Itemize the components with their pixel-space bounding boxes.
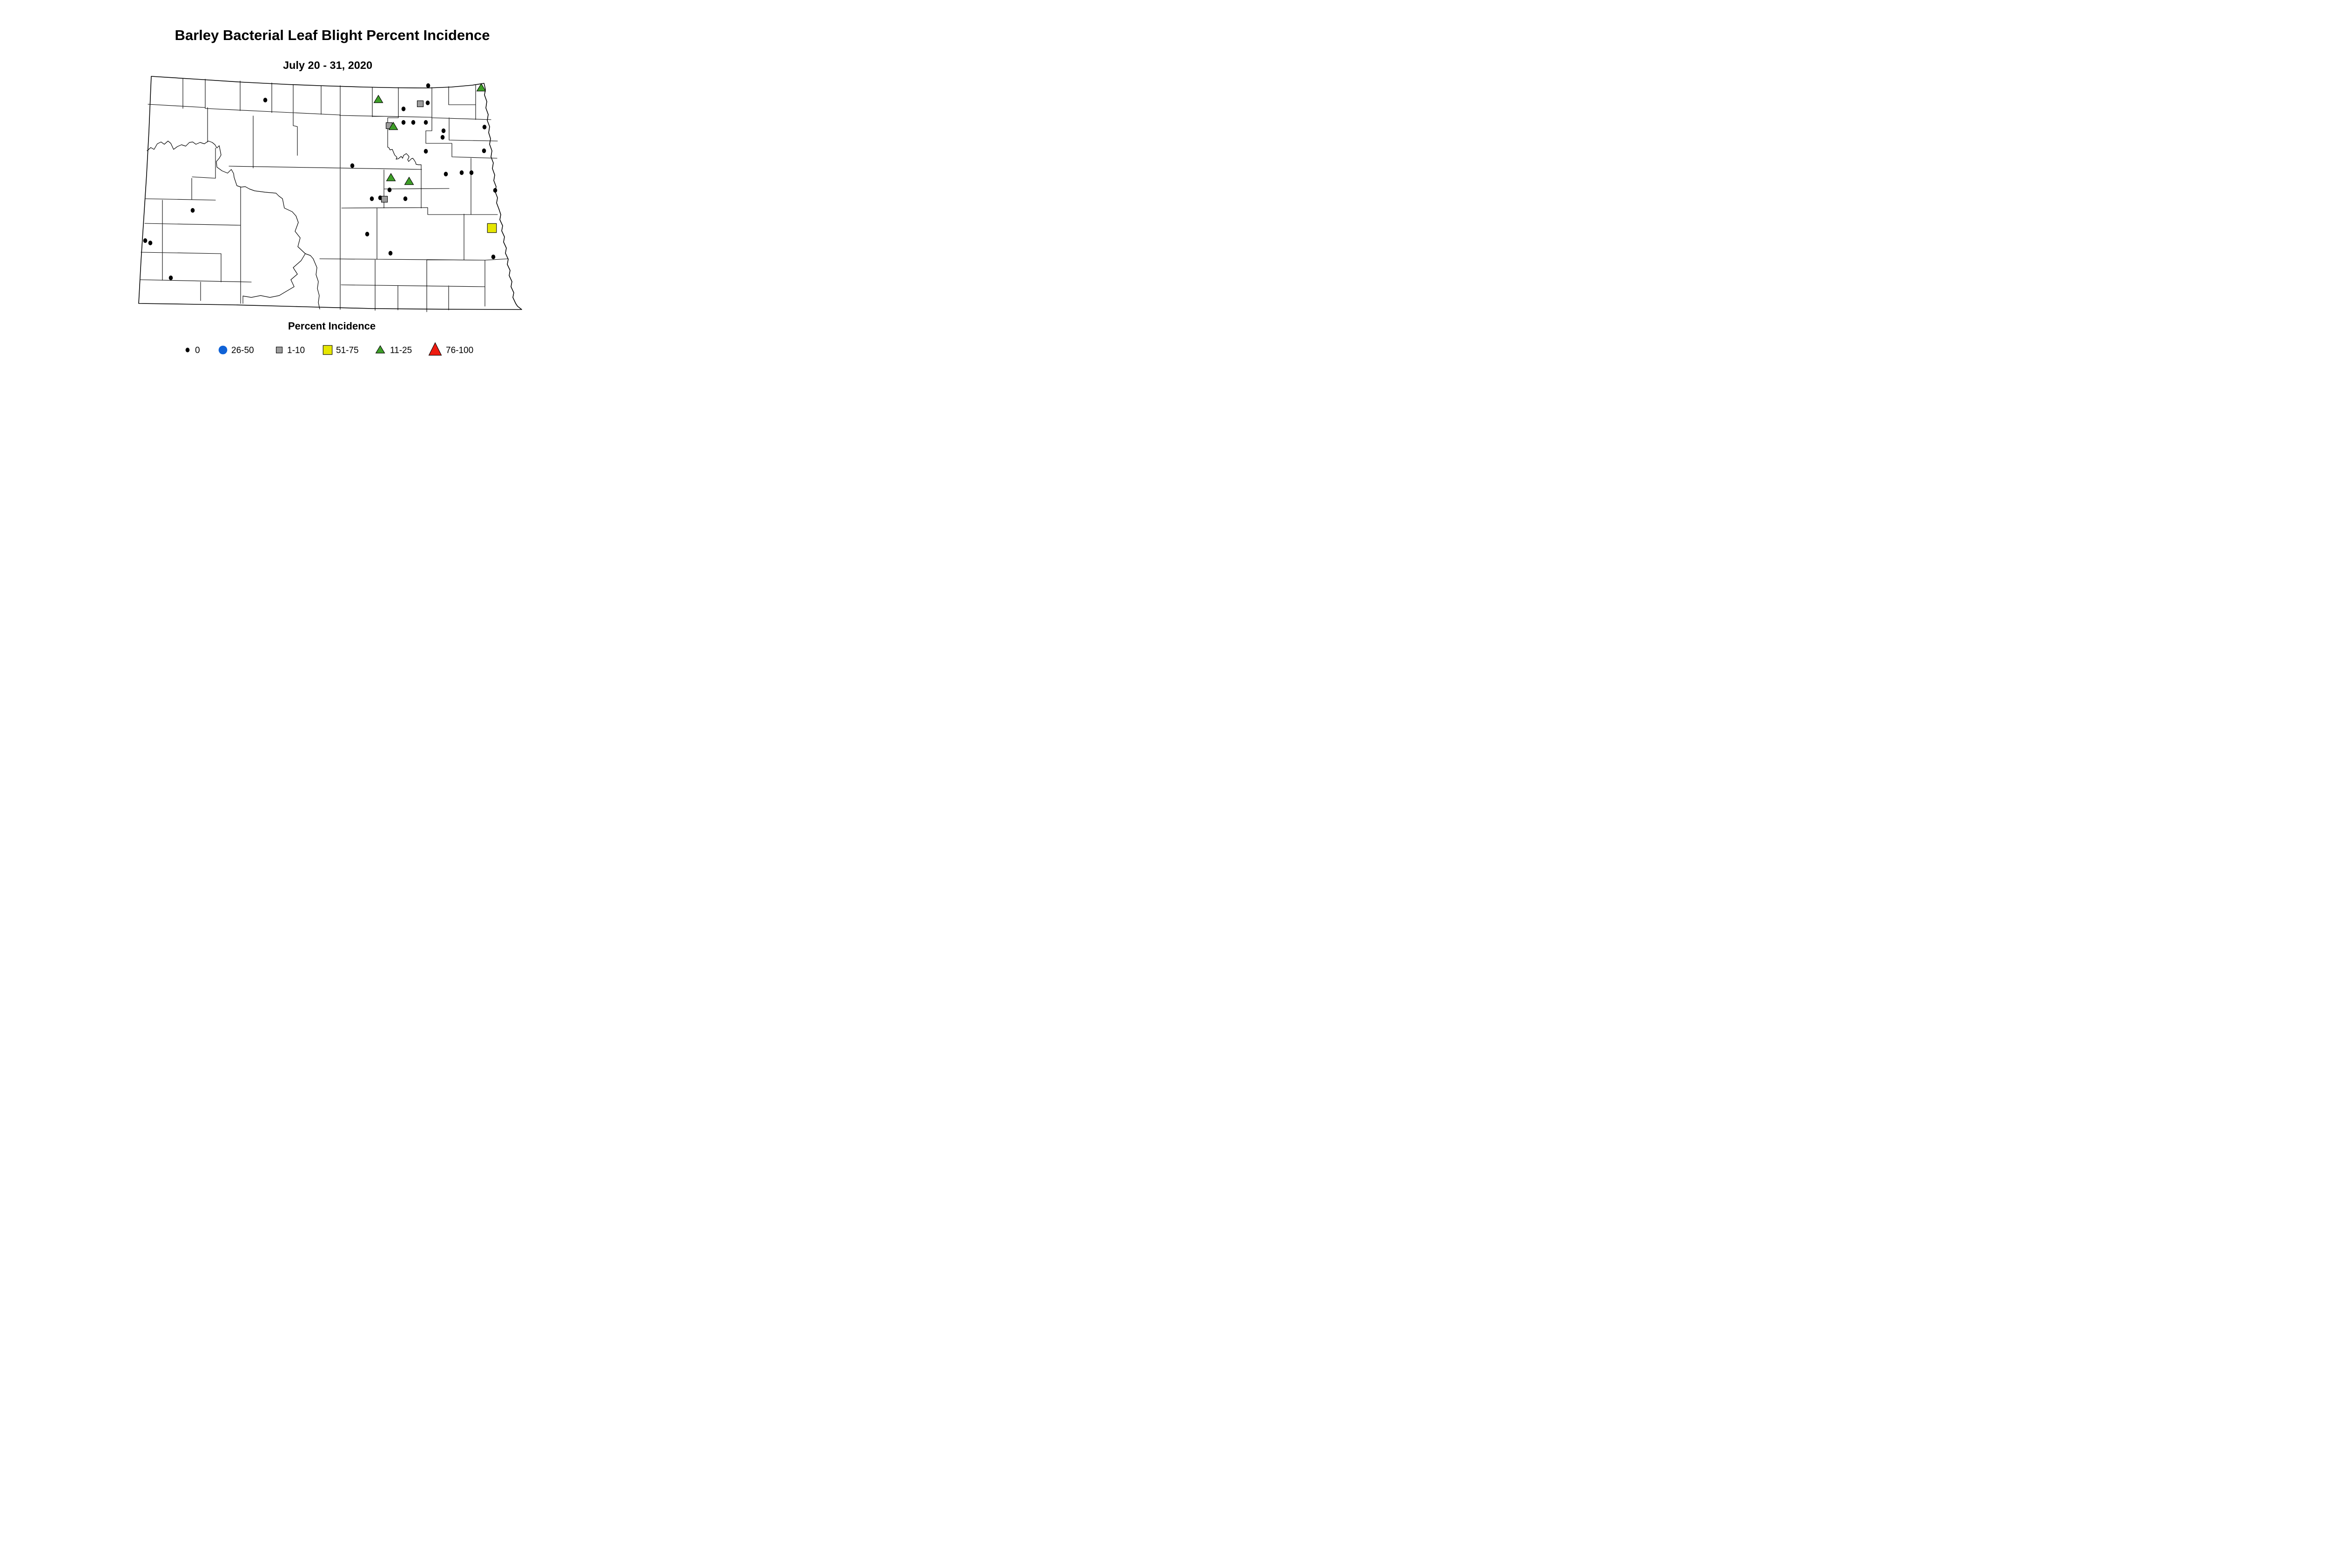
county-boundaries bbox=[140, 78, 509, 312]
marker-triangle-11-25 bbox=[388, 121, 398, 130]
marker-dot-0 bbox=[424, 149, 428, 154]
marker-circle-26-50 bbox=[218, 345, 228, 355]
marker-dot-0 bbox=[459, 170, 464, 175]
legend-item-51-75: 51-75 bbox=[323, 345, 359, 356]
legend-item-0: 0 bbox=[185, 346, 200, 356]
marker-dot-0 bbox=[370, 196, 374, 201]
page-subtitle: July 20 - 31, 2020 bbox=[283, 59, 372, 71]
legend-label: 76-100 bbox=[446, 346, 473, 356]
nd-county-map: Barley Bacterial Leaf Blight Percent Inc… bbox=[138, 27, 522, 356]
legend-items: 0 26-50 1-10 51-75 11-25 76-100 bbox=[185, 342, 473, 356]
legend: Percent Incidence 0 26-50 1-10 51-75 11-25 76… bbox=[185, 320, 473, 356]
marker-triangle-11-25 bbox=[386, 173, 396, 182]
marker-dot-0 bbox=[482, 125, 487, 129]
marker-triangle-76-100 bbox=[428, 342, 442, 356]
marker-dot-0 bbox=[350, 163, 355, 168]
marker-dot-0 bbox=[424, 120, 428, 125]
marker-dot-0 bbox=[426, 83, 430, 88]
legend-item-76-100: 76-100 bbox=[428, 342, 473, 356]
marker-dot-0 bbox=[491, 255, 496, 259]
legend-item-26-50: 26-50 bbox=[218, 345, 254, 356]
legend-item-1-10: 1-10 bbox=[276, 346, 305, 356]
marker-dot-0 bbox=[444, 172, 448, 176]
marker-dot-0 bbox=[425, 101, 430, 105]
marker-dot-0 bbox=[143, 238, 148, 243]
marker-triangle-11-25 bbox=[375, 345, 385, 354]
marker-square-51-75 bbox=[487, 223, 497, 233]
legend-label: 1-10 bbox=[287, 346, 305, 356]
marker-square-1-10 bbox=[381, 195, 388, 203]
legend-label: 51-75 bbox=[336, 346, 359, 356]
state-outline bbox=[138, 76, 522, 310]
marker-square-1-10 bbox=[276, 346, 283, 354]
marker-dot-0 bbox=[168, 276, 173, 280]
marker-dot-0 bbox=[365, 232, 370, 236]
marker-dot-0 bbox=[411, 120, 416, 125]
marker-dot-0 bbox=[482, 148, 486, 153]
marker-square-1-10 bbox=[417, 100, 424, 108]
page-title: Barley Bacterial Leaf Blight Percent Inc… bbox=[175, 27, 490, 43]
marker-dot-0 bbox=[190, 208, 195, 213]
marker-square-51-75 bbox=[323, 345, 333, 355]
legend-label: 11-25 bbox=[390, 346, 412, 356]
marker-dot-0 bbox=[469, 170, 474, 175]
marker-dot-0 bbox=[185, 348, 190, 352]
legend-item-11-25: 11-25 bbox=[375, 345, 412, 356]
marker-dot-0 bbox=[401, 120, 406, 125]
marker-dot-0 bbox=[387, 188, 392, 192]
marker-dot-0 bbox=[388, 251, 393, 256]
marker-dot-0 bbox=[403, 196, 408, 201]
marker-triangle-11-25 bbox=[373, 94, 383, 103]
marker-triangle-11-25 bbox=[404, 176, 414, 185]
legend-label: 0 bbox=[195, 346, 200, 356]
figure-container: Barley Bacterial Leaf Blight Percent Inc… bbox=[0, 0, 730, 381]
legend-label: 26-50 bbox=[231, 346, 254, 356]
marker-dot-0 bbox=[148, 241, 153, 245]
marker-triangle-11-25 bbox=[476, 83, 486, 92]
map-markers-layer bbox=[143, 83, 498, 280]
marker-dot-0 bbox=[401, 107, 406, 111]
marker-dot-0 bbox=[441, 128, 446, 133]
legend-title: Percent Incidence bbox=[288, 320, 376, 332]
marker-dot-0 bbox=[440, 135, 445, 140]
river-boundaries bbox=[147, 141, 422, 310]
marker-dot-0 bbox=[263, 98, 268, 102]
marker-dot-0 bbox=[493, 188, 498, 193]
